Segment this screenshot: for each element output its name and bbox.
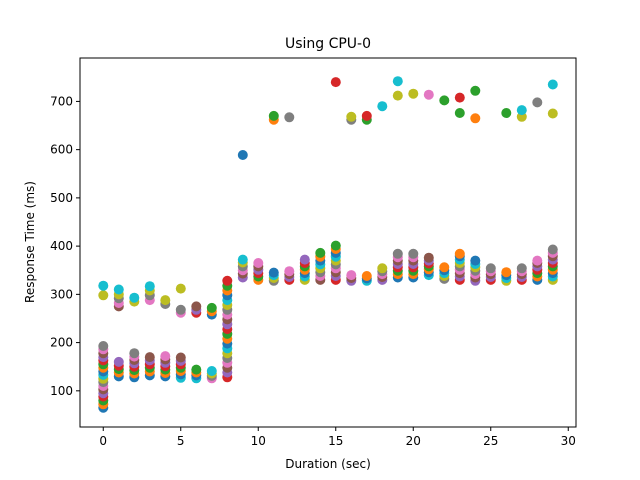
data-point — [113, 284, 124, 295]
data-point — [144, 352, 155, 363]
data-point — [129, 292, 140, 303]
data-point — [191, 364, 202, 375]
chart-title: Using CPU-0 — [285, 36, 371, 52]
x-tick-label: 30 — [561, 434, 576, 448]
data-point — [454, 92, 465, 103]
data-point — [501, 267, 512, 278]
data-point — [470, 85, 481, 96]
data-point — [547, 108, 558, 119]
data-point — [160, 351, 171, 362]
data-point — [237, 254, 248, 265]
data-point — [268, 267, 279, 278]
data-point — [144, 281, 155, 292]
data-point — [361, 271, 372, 281]
data-point — [439, 95, 450, 106]
y-tick-label: 400 — [50, 239, 73, 253]
data-point — [175, 283, 186, 294]
data-point — [113, 356, 124, 367]
data-point — [253, 258, 264, 268]
points-layer — [98, 76, 558, 413]
data-point — [299, 254, 310, 265]
data-point — [175, 352, 186, 363]
data-point — [330, 240, 341, 251]
plot-frame — [79, 57, 577, 428]
data-point — [392, 90, 403, 101]
x-axis: 0 5 10 15 20 25 30 — [99, 427, 576, 448]
data-point — [392, 76, 403, 87]
x-tick-label: 15 — [328, 434, 343, 448]
data-point — [470, 113, 481, 124]
data-point — [346, 270, 357, 281]
y-tick-label: 200 — [50, 336, 73, 350]
data-point — [330, 77, 341, 88]
data-point — [485, 263, 496, 274]
data-point — [284, 112, 295, 123]
data-point — [98, 341, 109, 351]
data-point — [284, 266, 295, 277]
data-point — [160, 295, 171, 306]
data-point — [377, 263, 388, 274]
y-axis-label: Response Time (ms) — [23, 181, 37, 303]
x-tick-label: 5 — [177, 434, 185, 448]
data-point — [206, 366, 217, 376]
data-point — [268, 110, 279, 121]
data-point — [315, 247, 326, 258]
data-point — [532, 255, 543, 266]
data-point — [423, 252, 434, 263]
data-point — [98, 280, 109, 291]
data-point — [532, 97, 543, 108]
x-tick-label: 20 — [406, 434, 421, 448]
y-tick-label: 100 — [50, 384, 73, 398]
data-point — [516, 263, 527, 274]
data-point — [408, 248, 419, 259]
y-tick-label: 600 — [50, 143, 73, 157]
data-point — [423, 89, 434, 100]
data-point — [361, 110, 372, 121]
y-tick-label: 700 — [50, 94, 73, 108]
x-tick-label: 25 — [483, 434, 498, 448]
data-point — [175, 304, 186, 315]
data-point — [129, 348, 140, 359]
x-tick-label: 0 — [99, 434, 107, 448]
data-point — [454, 108, 465, 118]
y-tick-label: 500 — [50, 191, 73, 205]
data-point — [392, 248, 403, 259]
data-point — [516, 105, 527, 116]
data-point — [191, 301, 202, 312]
data-point — [206, 302, 217, 313]
data-point — [346, 111, 357, 122]
data-point — [501, 108, 512, 118]
data-point — [547, 244, 558, 255]
data-point — [377, 101, 388, 112]
y-tick-label: 300 — [50, 287, 73, 301]
data-point — [547, 79, 558, 90]
data-point — [439, 262, 450, 273]
data-point — [408, 88, 419, 99]
x-axis-label: Duration (sec) — [285, 457, 371, 471]
x-tick-label: 10 — [251, 434, 266, 448]
data-point — [222, 275, 233, 286]
data-point — [454, 248, 465, 259]
data-point — [237, 150, 248, 160]
data-point — [98, 290, 109, 301]
y-axis: 100 200 300 400 500 600 700 — [50, 94, 80, 398]
data-point — [470, 255, 481, 266]
